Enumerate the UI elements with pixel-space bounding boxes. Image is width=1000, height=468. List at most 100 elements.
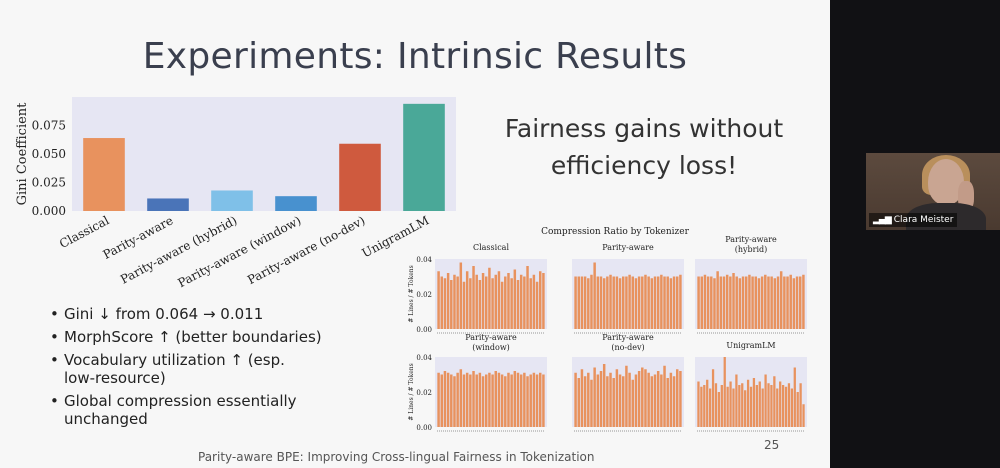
bar	[519, 374, 523, 427]
bar	[443, 278, 447, 329]
y-tick-label: 0.02	[416, 389, 432, 397]
bar	[653, 276, 657, 329]
bar	[472, 371, 475, 427]
page-number: 25	[764, 438, 780, 452]
bar	[446, 273, 450, 329]
bar	[697, 381, 700, 427]
bar	[507, 273, 510, 329]
bar	[666, 276, 669, 329]
bullet-item: • Global compression essentially unchanged	[50, 392, 390, 428]
bar	[784, 386, 788, 427]
bullet-text-line: Gini ↓ from 0.064 → 0.011	[64, 305, 264, 323]
participant-video-tile[interactable]: ▂▄▆ Clara Meister	[866, 153, 1000, 230]
bar	[513, 371, 517, 427]
panel-title: (window)	[472, 343, 510, 352]
bar	[275, 196, 317, 211]
bar	[779, 271, 783, 329]
bar	[650, 278, 654, 329]
bar	[577, 276, 581, 329]
bar	[783, 276, 786, 329]
bar	[621, 276, 625, 329]
bullet-list: • Gini ↓ from 0.064 → 0.011 • MorphScore ↑ …	[50, 305, 390, 433]
bullet-text-line: unchanged	[64, 410, 148, 428]
bar	[488, 372, 491, 427]
panel-title: Parity-aware	[602, 333, 654, 342]
bar	[497, 372, 501, 427]
bar	[628, 372, 631, 427]
bar	[488, 267, 491, 329]
bar	[583, 376, 587, 427]
bar	[641, 276, 644, 329]
bar	[593, 367, 596, 427]
compression-ratio-chart: Compression Ratio by Tokenizer Classical 0…	[408, 227, 807, 432]
bar	[717, 392, 721, 427]
bar	[599, 371, 603, 427]
bar	[497, 271, 501, 329]
bar	[504, 376, 507, 427]
bar	[516, 280, 520, 329]
bar	[647, 372, 650, 427]
bar	[792, 278, 796, 329]
bar	[719, 276, 723, 329]
bar	[628, 274, 631, 329]
bar	[453, 274, 456, 329]
bar	[767, 276, 770, 329]
bar	[523, 372, 526, 427]
bar	[481, 376, 485, 427]
bar	[749, 386, 753, 427]
bar	[735, 374, 738, 427]
bar	[587, 278, 590, 329]
bullet-text-line: low-resource)	[64, 369, 166, 387]
bar	[535, 281, 539, 329]
bar	[459, 262, 463, 329]
bar	[469, 278, 472, 329]
bar	[744, 390, 747, 427]
plot-area	[72, 97, 456, 211]
tagline-line-1: Fairness gains without	[504, 114, 784, 143]
panel-title: Parity-aware	[465, 333, 517, 342]
bar	[494, 274, 498, 329]
bar	[787, 383, 791, 427]
bar	[590, 379, 593, 427]
bar	[738, 278, 742, 329]
bar	[653, 374, 657, 427]
bar	[462, 281, 466, 329]
bar	[602, 364, 606, 427]
bar	[510, 374, 513, 427]
bar	[504, 276, 507, 329]
bar	[802, 404, 805, 427]
x-tick-label: Parity-aware (window)	[175, 213, 303, 290]
bar	[634, 374, 638, 427]
bar	[437, 271, 440, 329]
bar	[746, 379, 750, 427]
bar	[83, 138, 125, 211]
panel-title: (no-dev)	[611, 343, 644, 352]
bar	[656, 276, 660, 329]
bar	[779, 381, 782, 427]
bar	[723, 357, 726, 427]
bar	[663, 365, 666, 427]
y-axis-label: # Lines / # Tokens	[408, 265, 415, 322]
presentation-slide: Experiments: Intrinsic Results 0.000 0.02…	[0, 0, 830, 468]
bar	[647, 276, 650, 329]
bar	[706, 276, 710, 329]
bar	[625, 365, 628, 427]
signal-bars-icon: ▂▄▆	[873, 215, 892, 225]
bar	[590, 274, 593, 329]
bullet-text-line: MorphScore ↑ (better boundaries)	[64, 328, 322, 346]
bar	[741, 276, 745, 329]
y-tick-label: 0.025	[32, 176, 66, 190]
bar	[732, 273, 735, 329]
bar	[535, 374, 539, 427]
bullet-dot-icon: •	[50, 351, 59, 369]
bar	[773, 278, 777, 329]
bar	[606, 376, 609, 427]
bar	[516, 372, 520, 427]
bar	[786, 276, 789, 329]
bar	[532, 274, 536, 329]
bar	[596, 374, 600, 427]
bar	[729, 276, 732, 329]
bar	[735, 276, 738, 329]
bar	[714, 383, 718, 427]
bar	[669, 372, 673, 427]
